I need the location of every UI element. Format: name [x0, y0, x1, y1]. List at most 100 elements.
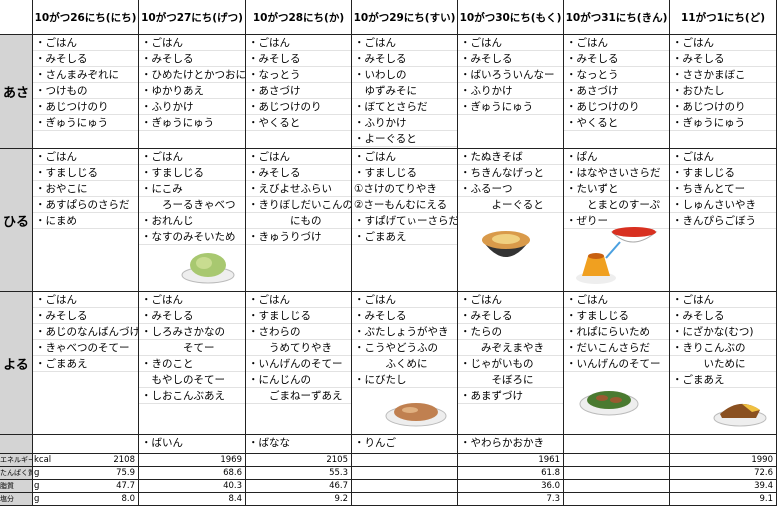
day-header: 10がつ30にち(もく) [458, 0, 564, 35]
menu-item: ・はなやさいさらだ [564, 165, 669, 181]
nutrition-value: 39.4 [754, 481, 773, 491]
menu-item: ・ごはん [246, 35, 351, 51]
nutrition-value: 1969 [220, 455, 242, 465]
menu-cell: ・ごはん ・みそしる ・しろみさかなの そてー ・きのこと もやしのそてー ・しおこんぶ… [139, 292, 246, 435]
menu-item: ・あじつけのり [246, 99, 351, 115]
corner [0, 0, 33, 35]
nutrition-cell: g 47.7 [33, 480, 139, 493]
nutrition-cell: 1961 [458, 454, 564, 467]
nutrition-value: 2105 [326, 455, 348, 465]
menu-item: ・おひたし [670, 83, 776, 99]
menu-item: ・きりぼしだいこんの [246, 199, 352, 213]
menu-item: ・みそしる [670, 308, 776, 324]
menu-item: とまとのすーぷ [564, 197, 669, 213]
nutrition-cell: 1969 [139, 454, 246, 467]
menu-item: ・すましじる [33, 165, 138, 181]
menu-cell: ・ごはん ・みそしる ・あじのなんばんづけ ・きゃべつのそてー ・ごまあえ [33, 292, 139, 435]
nutrition-cell [352, 480, 458, 493]
nutrition-label: たんぱく質 [0, 467, 33, 480]
menu-item: ・ごはん [33, 149, 138, 165]
nutrition-value: 8.0 [121, 494, 135, 504]
menu-item: そぼろに [458, 372, 563, 388]
menu-item: ・よーぐると [352, 131, 457, 147]
menu-cell: ・ごはん ・みそしる ・さんまみぞれに ・つけもの ・あじつけのり ・ぎゅうにゅう [33, 35, 139, 149]
menu-item: ・みそしる [33, 308, 138, 324]
extra-item: ・ばなな [248, 437, 290, 449]
extra-cell [33, 435, 139, 454]
menu-item: ・ちきんなげっと [458, 165, 563, 181]
menu-item: ・みそしる [458, 308, 563, 324]
menu-item: ・ごはん [139, 292, 245, 308]
menu-item: ・おれんじ [139, 213, 245, 229]
menu-item: ・ごはん [670, 35, 776, 51]
menu-item: ・ごはん [352, 292, 457, 308]
nutrition-value: 9.2 [334, 494, 348, 504]
menu-item: ・あまずづけ [458, 388, 563, 404]
menu-cell: ・ごはん ・みそしる ・ばいろういんなー ・ふりかけ ・ぎゅうにゅう [458, 35, 564, 149]
menu-item: ・えびよせふらい [246, 181, 351, 197]
menu-item: ・ふりかけ [458, 83, 563, 99]
day-header: 10がつ27にち(げつ) [139, 0, 246, 35]
menu-item: ・いんげんのそてー [564, 356, 669, 372]
menu-item: ・ごはん [458, 35, 563, 51]
nutrition-value: 75.9 [116, 468, 135, 478]
menu-cell: ・ごはん ・すましじる ・れぱにらいため ・だいこんさらだ ・いんげんのそてー [564, 292, 670, 435]
menu-cell: ・ごはん ・すましじる ①さけのてりやき ②さーもんむにえる ・すぱげてぃーさらだ ・ごま… [352, 149, 458, 292]
menu-item: ・つけもの [33, 83, 138, 99]
menu-item: ・なすのみそいため [139, 229, 245, 245]
menu-cell: ・ごはん ・みそしる ・えびよせふらい ・きりぼしだいこんの にもの ・きゅうりづけ [246, 149, 352, 292]
nutrition-cell [352, 467, 458, 480]
menu-item: ・やくると [246, 115, 351, 131]
extra-cell: ・りんご [352, 435, 458, 454]
menu-cell: ・ごはん ・みそしる ・たらの みぞえまやき ・じゃがいもの そぼろに ・あまずづけ [458, 292, 564, 435]
menu-item: ・すましじる [352, 165, 457, 181]
menu-item: ・すましじる [670, 165, 776, 181]
menu-item: ・きのこと [139, 356, 245, 372]
nutrition-cell: 36.0 [458, 480, 564, 493]
menu-item: ・みそしる [670, 51, 776, 67]
menu-cell: ・ごはん ・みそしる ・なっとう ・あさづけ ・あじつけのり ・やくると [246, 35, 352, 149]
menu-item: ふくめに [352, 356, 457, 372]
menu-item: ・たらの [458, 324, 563, 340]
menu-item: ・さわらの [246, 324, 351, 340]
menu-item: ・すぱげてぃーさらだ [352, 215, 458, 229]
menu-cell: ・ごはん ・みそしる ・にざかな(むつ) ・きりこんぶの いために ・ごまあえ [670, 292, 777, 435]
nutrition-cell: 9.1 [670, 493, 777, 506]
menu-item: みぞえまやき [458, 340, 563, 356]
nutrition-value: 47.7 [116, 481, 135, 491]
nutrition-cell: 39.4 [670, 480, 777, 493]
menu-item: ・あじつけのり [564, 99, 669, 115]
nutrition-cell: 2105 [246, 454, 352, 467]
nutrition-cell: kcal 2108 [33, 454, 139, 467]
menu-item: ・ぜりー [564, 213, 669, 229]
menu-item: ごまねーずあえ [246, 388, 351, 404]
extra-cell: ・ばなな [246, 435, 352, 454]
menu-item: ・あさづけ [246, 83, 351, 99]
menu-item: ・ごはん [564, 292, 669, 308]
menu-item: ・ゆかりあえ [139, 83, 245, 99]
menu-item: ・みそしる [352, 51, 457, 67]
nutrition-value: 8.4 [228, 494, 242, 504]
menu-item: ・みそしる [458, 51, 563, 67]
menu-item: ・みそしる [139, 308, 245, 324]
menu-item: ・ぎゅうにゅう [139, 115, 245, 131]
menu-item: ・ふりかけ [139, 99, 245, 115]
menu-item: ・ぼてとさらだ [352, 99, 457, 115]
menu-cell: ・ぱん ・はなやさいさらだ ・たいずと とまとのすーぷ ・ぜりー [564, 149, 670, 292]
menu-item: ・あさづけ [564, 83, 669, 99]
extra-item: ・やわらかおかき [460, 437, 544, 449]
menu-item: ・にびたし [352, 372, 457, 388]
menu-item: ろーるきゃべつ [139, 197, 245, 213]
nutrition-value: 68.6 [223, 468, 242, 478]
menu-item: ・にんじんの [246, 372, 351, 388]
menu-cell: ・たぬきそば ・ちきんなげっと ・ふるーつ よーぐると [458, 149, 564, 292]
menu-item: ・ぎゅうにゅう [458, 99, 563, 115]
nutrition-cell [352, 454, 458, 467]
menu-item: ・こうやどうふの [352, 340, 457, 356]
menu-cell: ・ごはん ・すましじる ・にこみ ろーるきゃべつ ・おれんじ ・なすのみそいため [139, 149, 246, 292]
menu-item: ・にざかな(むつ) [670, 324, 776, 340]
menu-item: ・いわしの [352, 67, 457, 83]
menu-item: ・じゃがいもの [458, 356, 563, 372]
day-header: 10がつ28にち(か) [246, 0, 352, 35]
nutrition-cell [564, 493, 670, 506]
